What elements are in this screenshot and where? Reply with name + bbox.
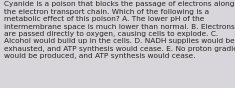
Text: Cyanide is a poison that blocks the passage of electrons along
the electron tran: Cyanide is a poison that blocks the pass…	[4, 1, 235, 59]
